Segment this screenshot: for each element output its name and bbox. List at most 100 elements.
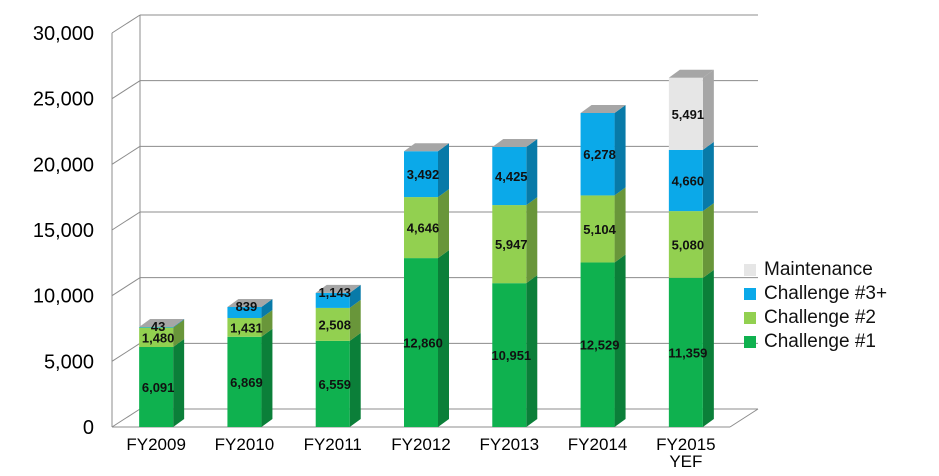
data-label: 12,529 — [580, 338, 620, 353]
x-tick-label: YEF — [669, 452, 702, 471]
floor-right-edge — [729, 408, 759, 428]
x-tick-label: FY2015 — [656, 435, 716, 454]
bar-segment — [227, 306, 262, 318]
x-tick-label: FY2010 — [215, 435, 275, 454]
data-label: 1,143 — [318, 285, 351, 300]
bar-segment — [492, 205, 527, 284]
data-label: 4,425 — [495, 169, 528, 184]
bar-top — [668, 69, 714, 78]
legend-label-challenge-3plus: Challenge #3+ — [764, 283, 888, 304]
x-tick-label: FY2014 — [568, 435, 628, 454]
y-tick-label: 5,000 — [44, 351, 94, 373]
bar-top — [492, 138, 538, 147]
bar-side — [438, 189, 449, 259]
bar-segment — [668, 211, 703, 278]
legend-item-challenge-1: Challenge #1 — [744, 330, 887, 354]
bar-segment — [315, 307, 350, 341]
bar-top — [580, 104, 626, 113]
bar-segment — [580, 195, 615, 263]
x-tick-label: FY2009 — [126, 435, 186, 454]
bar-segment — [315, 292, 350, 308]
bar-segment — [668, 277, 703, 427]
gridline-side — [111, 342, 141, 362]
bar-side — [702, 69, 714, 150]
bar-segment — [404, 151, 438, 198]
x-tick-label: FY2013 — [480, 435, 540, 454]
gridline-side — [111, 277, 141, 297]
bar-side — [702, 141, 714, 212]
bar-segment — [404, 197, 438, 259]
bar-side — [173, 319, 185, 328]
data-label: 4,660 — [672, 174, 705, 189]
bar-segment — [227, 317, 262, 337]
legend-item-maintenance: Maintenance — [744, 258, 887, 282]
bar-side — [438, 143, 449, 198]
bar-segment — [227, 336, 262, 427]
chart-legend: Maintenance Challenge #3+ Challenge #2 C… — [744, 258, 887, 354]
data-label: 11,359 — [668, 345, 707, 360]
gridline-side — [111, 80, 141, 100]
bar-segment — [139, 327, 174, 348]
legend-item-challenge-3plus: Challenge #3+ — [744, 282, 887, 306]
bar-top — [315, 284, 361, 293]
bar-side — [614, 187, 626, 263]
bar-top — [227, 298, 273, 307]
data-label: 5,947 — [495, 237, 528, 252]
bar-side — [349, 284, 361, 308]
x-tick-label: FY2011 — [304, 435, 362, 454]
data-label: 12,860 — [403, 336, 443, 351]
bar-side — [349, 299, 361, 341]
x-tick-label: FY2012 — [391, 435, 451, 454]
data-label: 2,508 — [318, 317, 351, 332]
bar-side — [702, 269, 714, 427]
bar-side — [614, 254, 626, 427]
legend-label-maintenance: Maintenance — [764, 259, 873, 280]
bar-side — [173, 339, 185, 427]
legend-label-challenge-2: Challenge #2 — [764, 307, 876, 328]
bar-side — [526, 197, 538, 284]
legend-swatch-challenge-3plus — [744, 288, 756, 300]
data-label: 5,080 — [672, 237, 705, 252]
data-label: 43 — [151, 319, 165, 334]
data-label: 839 — [236, 299, 258, 314]
data-label: 3,492 — [407, 167, 440, 182]
bar-segment — [668, 149, 703, 212]
gridline-side — [111, 14, 141, 34]
data-label: 6,091 — [142, 380, 175, 395]
bar-segment — [580, 112, 615, 196]
legend-swatch-challenge-2 — [744, 312, 756, 324]
bar-segment — [492, 146, 527, 206]
bar-top — [139, 319, 185, 328]
bar-side — [261, 328, 273, 427]
data-label: 4,646 — [407, 221, 440, 236]
bar-side — [526, 138, 538, 206]
legend-label-challenge-1: Challenge #1 — [764, 331, 876, 352]
bar-top — [404, 143, 449, 152]
bar-segment — [139, 327, 174, 328]
data-label: 1,431 — [230, 320, 263, 335]
data-label: 10,951 — [491, 348, 531, 363]
bar-segment — [404, 258, 438, 427]
data-label: 6,278 — [583, 147, 616, 162]
bar-segment — [315, 340, 350, 427]
bar-segment — [139, 347, 174, 427]
data-label: 5,104 — [583, 222, 616, 237]
bar-side — [173, 319, 185, 348]
bar-side — [614, 104, 626, 196]
y-tick-label: 15,000 — [33, 220, 94, 242]
bar-side — [261, 309, 273, 337]
data-label: 6,559 — [318, 377, 351, 392]
legend-swatch-maintenance — [744, 264, 756, 276]
y-tick-label: 10,000 — [33, 286, 94, 308]
bar-segment — [668, 77, 703, 150]
bar-segment — [580, 262, 615, 427]
y-tick-label: 30,000 — [33, 23, 94, 45]
gridline-side — [111, 408, 141, 428]
y-tick-label: 20,000 — [33, 154, 94, 176]
bar-segment — [492, 283, 527, 427]
bar-side — [261, 298, 273, 318]
data-label: 6,869 — [230, 375, 263, 390]
bar-side — [438, 250, 449, 427]
legend-item-challenge-2: Challenge #2 — [744, 306, 887, 330]
